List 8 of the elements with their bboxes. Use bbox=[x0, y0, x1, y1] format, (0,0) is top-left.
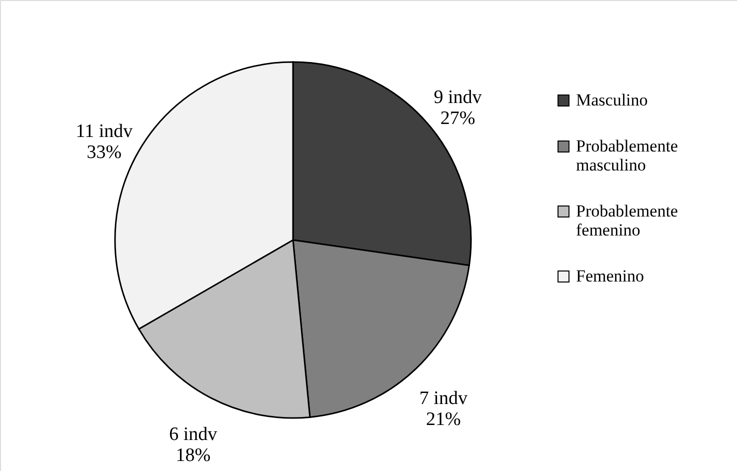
legend-label: Probablemente masculino bbox=[576, 136, 678, 174]
legend-label: Masculino bbox=[576, 90, 648, 110]
data-label: 6 indv 18% bbox=[169, 424, 218, 466]
legend-label: Probablemente femenino bbox=[576, 202, 678, 240]
data-label: 9 indv 27% bbox=[434, 87, 482, 130]
data-label: 11 indv 33% bbox=[76, 121, 134, 163]
data-label: 7 indv 21% bbox=[419, 388, 468, 430]
legend-label: Femenino bbox=[576, 266, 644, 286]
